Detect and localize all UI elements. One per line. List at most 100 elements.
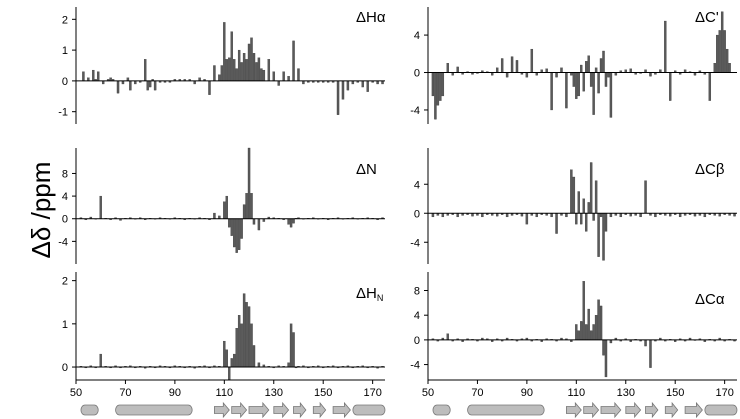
bar [297, 68, 300, 82]
bar [242, 293, 246, 368]
y-tick-label: 4 [414, 30, 420, 42]
bar [592, 72, 595, 115]
bar [237, 218, 241, 250]
bar [496, 67, 499, 73]
topology-track-1 [80, 401, 386, 419]
bar [587, 202, 590, 214]
bar [287, 362, 290, 368]
helix-cylinder [80, 404, 99, 416]
bar [728, 63, 731, 73]
bar [481, 213, 484, 218]
bar [228, 366, 231, 381]
panel-title: ΔC' [695, 9, 719, 26]
y-tick-label: 1 [62, 45, 68, 57]
bar [439, 72, 442, 101]
chart-panels: -1 0 1 2 ΔHα -4 0 4 ΔC' -4 0 4 8 ΔN -4 0 4 ΔCβ 0 1 2 50 70 90 11… [58, 7, 737, 399]
bar [713, 63, 716, 73]
bar [431, 72, 435, 97]
bar [242, 204, 246, 219]
x-tick-label: 170 [715, 387, 733, 399]
bar [718, 30, 721, 73]
bar [225, 59, 228, 82]
bar [361, 80, 364, 88]
bar [582, 72, 585, 92]
bar [525, 213, 529, 225]
y-tick-label: -4 [410, 360, 420, 372]
y-tick-label: 0 [62, 76, 68, 88]
bar [97, 71, 100, 82]
bar [664, 20, 667, 73]
bar [245, 59, 248, 82]
helix-cylinder [352, 404, 386, 416]
bar [242, 53, 246, 82]
bar [580, 64, 583, 73]
bar [644, 339, 647, 347]
bar [555, 72, 558, 78]
bar [233, 353, 236, 368]
bar [237, 315, 241, 368]
y-tick-label: 0 [414, 208, 420, 220]
bar [716, 34, 719, 73]
strand-arrow [231, 401, 248, 419]
bar [545, 68, 548, 73]
bar [510, 56, 514, 73]
x-tick-label: 170 [363, 387, 381, 399]
y-tick-label: 0 [62, 362, 68, 374]
bar [669, 72, 672, 101]
bar [570, 169, 573, 214]
bar [116, 80, 120, 94]
bar [585, 324, 588, 341]
y-tick-label: -4 [58, 236, 68, 248]
x-tick-label: 50 [70, 387, 82, 399]
bar [582, 281, 585, 341]
bar [580, 321, 583, 341]
bar [575, 213, 578, 225]
bar [92, 69, 95, 82]
bar [292, 218, 295, 224]
bar [213, 65, 216, 82]
bar [585, 213, 588, 232]
bar [223, 22, 226, 82]
strand-arrow [664, 401, 679, 419]
strand-arrow [583, 401, 600, 419]
x-tick-label: 150 [666, 387, 684, 399]
bar [446, 333, 449, 341]
bar [153, 80, 157, 91]
bar [572, 72, 576, 87]
bar [292, 332, 295, 368]
bar [257, 362, 261, 368]
bar [289, 323, 293, 368]
bar [240, 62, 243, 82]
bar [577, 191, 580, 214]
bar [565, 72, 568, 109]
bar [245, 193, 248, 219]
bar [146, 80, 149, 91]
bar [287, 76, 290, 82]
bar [257, 57, 261, 82]
bar [247, 306, 251, 368]
bar [282, 71, 285, 82]
bar [565, 213, 568, 218]
bar [235, 68, 238, 82]
x-tick-label: 150 [314, 387, 332, 399]
bar [237, 49, 241, 82]
x-tick-label: 90 [521, 387, 533, 399]
bar [341, 80, 345, 100]
bar [267, 59, 271, 82]
bar [272, 71, 275, 82]
bar [289, 218, 293, 228]
panel-title: ΔHN [356, 285, 383, 303]
bar [441, 213, 445, 218]
strand-arrow [248, 401, 270, 419]
helix-cylinder [432, 404, 451, 416]
chart-panel-2: -4 0 4 ΔC' [410, 7, 737, 124]
y-tick-label: -1 [58, 107, 68, 119]
y-tick-label: 1 [62, 319, 68, 331]
bar [434, 72, 437, 120]
strand-arrow [273, 401, 290, 419]
y-axis-label: Δδ /ppm [26, 162, 56, 259]
bar [287, 218, 290, 225]
bar [592, 324, 595, 341]
bar [336, 80, 340, 115]
bar [292, 40, 295, 82]
